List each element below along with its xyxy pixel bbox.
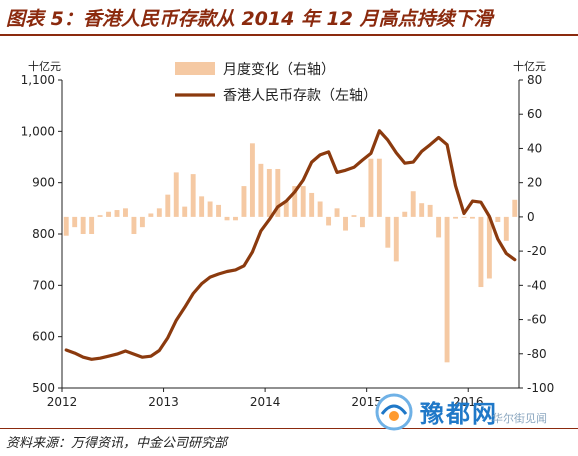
bar-mark xyxy=(486,216,492,279)
bar-mark xyxy=(376,158,382,217)
x-tick-label: 2012 xyxy=(47,395,78,409)
bar-mark xyxy=(393,216,399,262)
right-tick-label: 0 xyxy=(527,210,535,224)
bar-mark xyxy=(173,172,179,217)
bar-mark xyxy=(123,208,128,217)
bar-series xyxy=(63,143,518,363)
bar-mark xyxy=(283,201,289,217)
bar-mark xyxy=(241,186,247,217)
right-tick-label: -40 xyxy=(527,278,547,292)
bar-mark xyxy=(275,168,281,217)
bar-mark xyxy=(419,203,425,217)
watermark-sub: 华尔街见闻 xyxy=(492,412,547,425)
right-axis-unit: 十亿元 xyxy=(513,59,546,73)
bar-mark xyxy=(410,191,416,217)
right-tick-label: 20 xyxy=(527,176,542,190)
bar-mark xyxy=(114,210,120,217)
bar-mark xyxy=(190,174,196,217)
bar-mark xyxy=(131,216,137,234)
bar-mark xyxy=(427,204,433,217)
bar-mark xyxy=(165,194,171,217)
bar-mark xyxy=(207,201,213,217)
bar-mark xyxy=(453,216,458,219)
bar-mark xyxy=(72,216,78,228)
bar-mark xyxy=(351,215,357,217)
axes-layer xyxy=(58,79,523,392)
chart-title: 图表 5：香港人民币存款从 2014 年 12 月高点持续下滑 xyxy=(6,8,493,30)
left-axis-unit: 十亿元 xyxy=(28,59,61,73)
bar-mark xyxy=(436,216,442,238)
bar-mark xyxy=(368,158,374,217)
bar-mark xyxy=(63,216,69,236)
bar-mark xyxy=(317,201,323,217)
bar-mark xyxy=(80,216,86,234)
bar-mark xyxy=(139,216,145,228)
watermark-logo-icon xyxy=(375,393,413,431)
left-tick-label: 500 xyxy=(32,381,55,395)
right-tick-label: -20 xyxy=(527,244,547,258)
bar-mark xyxy=(343,216,348,231)
bar-mark xyxy=(292,186,298,217)
left-tick-label: 800 xyxy=(32,227,55,241)
x-tick-label: 2013 xyxy=(148,395,179,409)
source-note: 资料来源：万得资讯，中金公司研究部 xyxy=(6,436,228,451)
deposit-line xyxy=(64,129,517,361)
bar-mark xyxy=(224,216,230,221)
bar-mark xyxy=(249,143,255,217)
watermark-text: 豫都网 xyxy=(420,399,498,428)
bar-mark xyxy=(461,216,467,218)
axis-labels: 5006007008009001,0001,100-100-80-60-40-2… xyxy=(21,59,555,409)
bar-mark xyxy=(300,186,306,217)
bar-mark xyxy=(334,208,340,217)
bar-mark xyxy=(503,216,509,241)
bar-mark xyxy=(89,216,95,234)
bar-mark xyxy=(199,196,205,217)
right-tick-label: 40 xyxy=(527,141,542,155)
watermark: 豫都网 华尔街见闻 xyxy=(372,392,572,432)
bar-mark xyxy=(182,206,188,217)
bar-mark xyxy=(309,192,315,217)
bar-mark xyxy=(216,204,222,217)
x-tick-label: 2016 xyxy=(453,395,484,409)
bar-mark xyxy=(359,216,365,228)
legend-bar-swatch xyxy=(175,62,215,75)
bar-mark xyxy=(326,216,332,226)
right-tick-label: 60 xyxy=(527,107,542,121)
legend: 月度变化（右轴） 香港人民币存款（左轴） xyxy=(175,62,377,104)
source-rule xyxy=(0,428,578,429)
bar-mark xyxy=(469,216,475,219)
bar-mark xyxy=(97,215,103,217)
bar-mark xyxy=(478,216,484,288)
bar-mark xyxy=(106,211,112,217)
left-tick-label: 700 xyxy=(32,278,55,292)
bar-mark xyxy=(156,208,162,217)
bar-mark xyxy=(266,168,272,217)
left-tick-label: 900 xyxy=(32,176,55,190)
right-tick-label: 80 xyxy=(527,73,542,87)
legend-line-label: 香港人民币存款（左轴） xyxy=(223,88,377,104)
title-rule xyxy=(0,34,578,36)
left-tick-label: 600 xyxy=(32,330,55,344)
bar-mark xyxy=(385,216,391,248)
x-tick-label: 2015 xyxy=(351,395,382,409)
right-tick-label: -60 xyxy=(527,313,547,327)
left-tick-label: 1,000 xyxy=(21,124,55,138)
bar-mark xyxy=(444,216,450,363)
bar-mark xyxy=(495,216,501,223)
right-tick-label: -80 xyxy=(527,347,547,361)
bar-mark xyxy=(402,211,408,217)
bar-mark xyxy=(148,213,154,217)
bar-mark xyxy=(512,199,518,217)
right-tick-label: -100 xyxy=(527,381,554,395)
legend-bar-label: 月度变化（右轴） xyxy=(223,62,335,78)
x-tick-label: 2014 xyxy=(250,395,281,409)
bar-mark xyxy=(233,216,238,221)
left-tick-label: 1,100 xyxy=(21,73,55,87)
line-series xyxy=(64,129,517,361)
bar-mark xyxy=(258,163,264,217)
